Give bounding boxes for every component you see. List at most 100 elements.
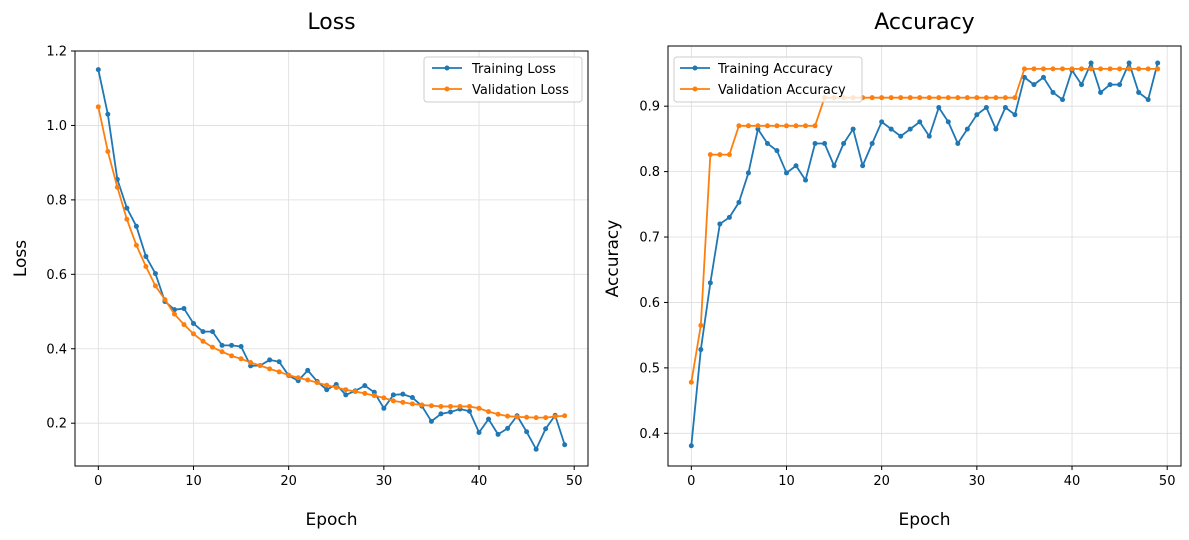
loss-legend-validation-label: Validation Loss [472, 83, 569, 98]
accuracy-training-point [1021, 74, 1027, 80]
accuracy-x-tick-label: 20 [873, 474, 890, 489]
accuracy-validation-point [898, 95, 904, 101]
accuracy-x-axis-label: Epoch [898, 510, 950, 530]
accuracy-training-point [831, 163, 837, 169]
loss-title: Loss [307, 10, 355, 35]
loss-validation-point [343, 387, 349, 393]
loss-training-point [343, 392, 349, 398]
accuracy-training-point [993, 126, 999, 132]
accuracy-training-point [955, 140, 961, 146]
accuracy-title: Accuracy [874, 10, 974, 35]
loss-validation-point [438, 403, 444, 409]
loss-validation-point [295, 375, 301, 381]
loss-validation-point [219, 349, 225, 355]
loss-validation-point [210, 344, 216, 350]
accuracy-x-tick-label: 50 [1159, 474, 1176, 489]
loss-training-point [447, 409, 453, 415]
accuracy-validation-point [764, 123, 770, 129]
loss-training-point [210, 329, 216, 335]
loss-validation-point [324, 382, 330, 388]
loss-validation-point [552, 414, 558, 419]
accuracy-training-point [1012, 112, 1018, 118]
loss-validation-point [467, 403, 473, 409]
loss-y-tick-label: 0.8 [46, 193, 67, 208]
accuracy-training-point [898, 133, 904, 139]
accuracy-validation-point [974, 95, 980, 101]
loss-training-point [143, 253, 149, 259]
accuracy-validation-point [812, 123, 818, 129]
loss-validation-point [105, 148, 111, 154]
accuracy-legend-box [673, 56, 863, 103]
accuracy-validation-point [774, 123, 780, 129]
accuracy-training-point [1050, 89, 1056, 95]
accuracy-legend-validation-label: Validation Accuracy [718, 83, 846, 98]
loss-x-tick-label: 20 [280, 474, 297, 489]
loss-axes-frame [74, 50, 589, 467]
accuracy-validation-point [936, 95, 942, 101]
loss-training-point [400, 391, 406, 397]
accuracy-training-point [1040, 74, 1046, 80]
loss-validation-point [152, 283, 158, 289]
loss-training-point [324, 387, 330, 393]
accuracy-validation-point [1098, 66, 1104, 72]
accuracy-training-point [783, 170, 789, 176]
accuracy-training-point [726, 214, 732, 220]
accuracy-training-point [907, 126, 913, 132]
accuracy-y-tick-label: 0.4 [639, 427, 660, 442]
loss-training-point [190, 320, 196, 326]
accuracy-y-tick-label: 0.5 [639, 361, 660, 376]
accuracy-validation-point [736, 123, 742, 129]
accuracy-validation-point [688, 379, 694, 385]
loss-training-point [133, 223, 139, 229]
accuracy-legend: Training Accuracy Validation Accuracy [673, 56, 863, 103]
loss-training-point [305, 367, 311, 373]
accuracy-y-tick-label: 0.8 [639, 165, 660, 180]
loss-validation-point [314, 380, 320, 386]
loss-validation-point [514, 414, 520, 420]
accuracy-training-point [1145, 97, 1151, 103]
loss-legend-training-marker [444, 65, 450, 71]
loss-training-point [543, 426, 549, 432]
accuracy-validation-point [1117, 66, 1123, 72]
loss-validation-point [543, 415, 549, 421]
loss-plot-area [75, 51, 588, 466]
loss-training-point [362, 383, 368, 389]
loss-validation-point [190, 331, 196, 337]
loss-training-point [95, 67, 101, 73]
loss-training-point [152, 271, 158, 277]
loss-training-point [219, 342, 225, 348]
accuracy-ticks: 0 10 20 30 40 50 0.4 0.5 0.6 0.7 0.8 0.9 [639, 100, 1175, 489]
accuracy-training-point [717, 221, 723, 227]
accuracy-validation-point [1002, 95, 1008, 101]
accuracy-validation-point [926, 95, 932, 101]
accuracy-training-point [964, 126, 970, 132]
accuracy-validation-point [1145, 66, 1151, 72]
accuracy-y-tick-label: 0.7 [639, 231, 660, 246]
accuracy-validation-point [803, 123, 809, 129]
accuracy-validation-point [1040, 66, 1046, 72]
accuracy-validation-point [745, 123, 751, 129]
loss-validation-point [133, 242, 139, 248]
loss-x-tick-label: 0 [94, 474, 102, 489]
accuracy-validation-point [1050, 66, 1056, 72]
accuracy-training-point [1060, 97, 1066, 103]
loss-training-point [229, 342, 235, 348]
accuracy-panel: 0 10 20 30 40 50 0.4 0.5 0.6 0.7 0.8 0.9 Accuracy E… [603, 10, 1182, 530]
accuracy-training-point [1002, 105, 1008, 110]
accuracy-legend-validation-marker [692, 86, 698, 92]
accuracy-training-point [917, 119, 923, 125]
accuracy-y-axis-label: Accuracy [603, 220, 623, 298]
accuracy-validation-point [955, 95, 961, 101]
loss-validation-point [505, 413, 511, 419]
accuracy-y-tick-label: 0.6 [639, 296, 660, 311]
accuracy-training-point [1079, 82, 1085, 88]
loss-validation-point [238, 356, 244, 362]
accuracy-validation-point [1136, 66, 1142, 72]
accuracy-validation-point [707, 152, 713, 158]
accuracy-training-point [736, 199, 742, 205]
accuracy-training-point [812, 140, 818, 146]
accuracy-training-point [888, 126, 894, 132]
loss-training-point [524, 429, 530, 435]
loss-x-axis-label: Epoch [305, 510, 357, 530]
loss-training-point [562, 442, 568, 448]
